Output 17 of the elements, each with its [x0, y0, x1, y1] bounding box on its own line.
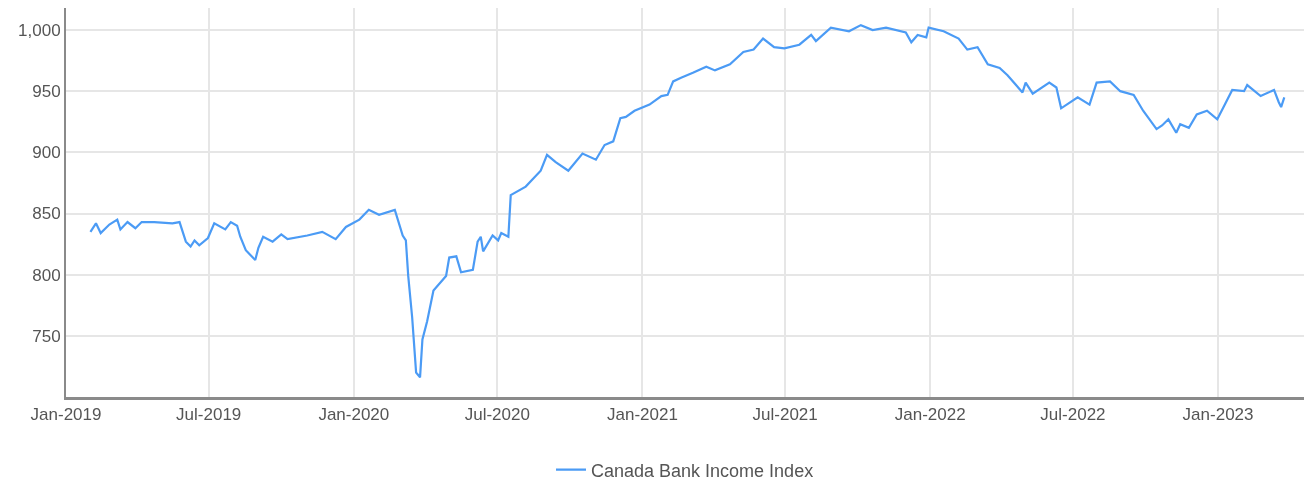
x-tick-label: Jul-2019: [176, 405, 242, 425]
y-tick-label: 1,000: [18, 20, 61, 40]
x-tick-label: Jul-2021: [752, 405, 818, 425]
y-tick-label: 750: [32, 326, 61, 346]
x-tick-label: Jul-2020: [464, 405, 530, 425]
y-tick-label: 950: [32, 82, 61, 102]
x-tick-label: Jan-2020: [318, 405, 390, 425]
y-tick-label: 900: [32, 143, 61, 163]
x-tick-label: Jan-2019: [30, 405, 102, 425]
x-tick-label: Jan-2021: [606, 405, 678, 425]
x-tick-label: Jan-2022: [894, 405, 966, 425]
x-tick-label: Jul-2022: [1040, 405, 1106, 425]
y-tick-label: 800: [32, 265, 61, 285]
y-tick-label: 850: [32, 204, 61, 224]
x-tick-label: Jan-2023: [1182, 405, 1254, 425]
line-series: [89, 24, 1286, 379]
legend-label: Canada Bank Income Index: [591, 460, 814, 481]
